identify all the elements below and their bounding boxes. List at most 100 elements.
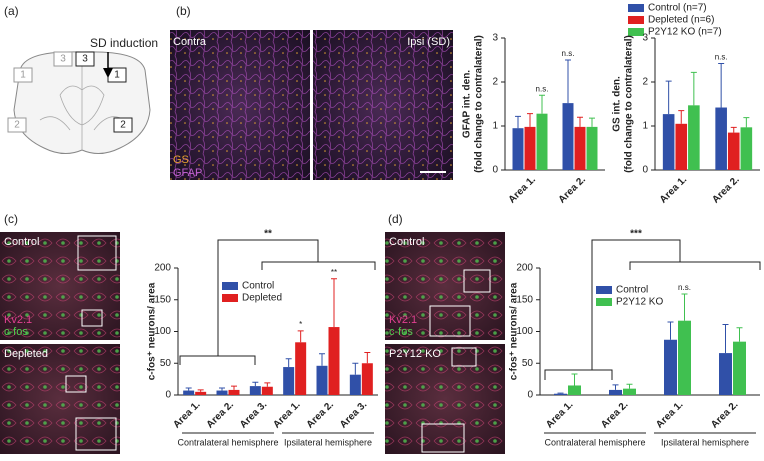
error-bar [264,382,271,387]
significance: ** [264,229,272,240]
bar [512,128,524,170]
bar [249,386,261,395]
bar [664,339,677,395]
y-tick-label: 0 [642,165,648,176]
error-bar [331,278,337,328]
bar [524,126,536,170]
error-bar [571,373,578,386]
y-tick-label: 3 [492,33,498,44]
y-tick-label: 100 [516,326,533,337]
bar [228,389,240,395]
annotation: SD induction [90,36,158,50]
y-tick-label: 3 [642,33,648,44]
y-tick-label: 200 [516,263,533,274]
x-tick-label: Area 2. [709,399,741,431]
error-bar [577,116,583,127]
area-label: 2 [14,120,20,131]
bar [727,132,740,170]
annotation: ** [331,268,337,277]
legend-swatch [596,286,612,294]
y-axis-label: (fold change to contralateral) [624,35,635,173]
legend-label: Depleted [242,293,282,304]
image-label: Kv2.1 [389,314,417,326]
error-bar [743,117,750,128]
bracket [179,239,376,365]
error-bar [252,381,259,387]
group-label: Ipsilateral hemisphere [284,437,372,447]
legend-swatch [222,282,238,290]
x-tick-label: Area 2. [599,399,631,431]
bar [261,386,273,395]
y-axis-label: c-fos⁺ neurons/ area [509,282,520,380]
image-label: GFAP [173,167,202,179]
legend-swatch [222,294,238,302]
y-axis-label: GS int. den. [612,76,623,132]
significance: *** [630,229,642,240]
area-label: 1 [114,70,120,81]
error-bar [185,387,192,391]
legend-swatch [628,16,644,24]
error-bar [565,59,571,104]
error-bar [319,353,325,366]
image-label: c-fos [4,326,28,338]
y-tick-label: 0 [527,390,533,401]
bar [283,367,295,395]
image-label: Control [389,236,424,248]
error-bar [515,115,521,129]
group-label: Contralateral hemisphere [177,437,278,447]
image-label: c-fos [389,326,413,338]
error-bar [527,113,533,127]
bar [719,353,732,395]
legend-label: Control [616,285,648,296]
legend-label: P2Y12 KO (n=7) [648,27,722,38]
image-label: Ipsi (SD) [407,36,450,48]
bar [568,385,581,395]
micrographs: Contra Ipsi (SD) GS GFAP Control Kv2.1 c… [0,30,505,454]
x-tick-label: Area 2. [305,399,337,431]
error-bar [681,293,688,321]
bar [562,103,574,170]
area-label: 1 [20,70,26,81]
panel-label: (b) [176,4,191,18]
bar [733,341,746,395]
y-axis-label: c-fos⁺ neurons/ area [147,282,158,380]
y-tick-label: 100 [154,326,171,337]
image-label: P2Y12 KO [389,348,441,360]
x-tick-label: Area 2. [557,174,589,206]
panel-label: (c) [4,212,18,226]
y-tick-label: 0 [165,390,171,401]
bar [688,105,700,170]
x-tick-label: Area 1. [507,174,539,206]
error-bar [364,351,371,364]
bar [183,390,195,395]
area-label: 3 [82,54,88,65]
group-label: Contralateral hemisphere [544,437,645,447]
error-bar [589,117,595,127]
panel-label: (a) [4,4,19,18]
y-tick-label: 50 [522,358,534,369]
group-label: Ipsilateral hemisphere [661,437,749,447]
bar [536,113,548,170]
y-tick-label: 1 [642,121,648,132]
error-bar [626,383,633,389]
brain-schematic [7,51,151,154]
bar [574,126,586,170]
error-bar [557,392,564,394]
error-bar [285,358,292,368]
annotation: n.s. [536,84,549,93]
annotation: n.s. [562,49,575,58]
bar [295,342,307,395]
bar [328,327,340,395]
bar [678,320,691,395]
image-label: Kv2.1 [4,314,32,326]
bar [662,114,675,170]
error-bar [722,324,729,354]
bar [715,107,727,170]
image-label: Depleted [4,348,48,360]
area-label: 2 [120,120,126,131]
image-label: Control [4,236,39,248]
error-bar [219,387,225,391]
y-tick-label: 2 [642,77,648,88]
error-bar [297,330,304,343]
